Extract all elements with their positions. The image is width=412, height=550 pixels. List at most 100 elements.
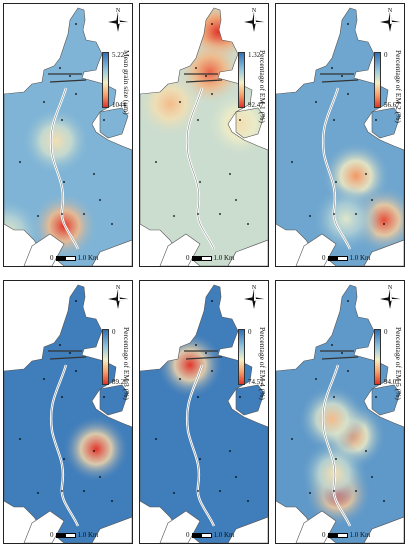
legend-bottom-value: 89.26 — [112, 378, 128, 386]
scale-zero: 0 — [186, 531, 190, 539]
legend-top-value: 0 — [112, 328, 116, 336]
scale-bar: 0 1.0 Km — [50, 254, 99, 262]
sample-point — [197, 490, 199, 492]
north-label: N — [116, 285, 121, 291]
sample-point — [197, 119, 199, 121]
sample-point — [211, 300, 213, 302]
scale-zero: 0 — [50, 254, 54, 262]
sample-point — [365, 173, 367, 175]
scale-zero: 0 — [186, 254, 190, 262]
north-label: N — [388, 285, 393, 291]
sample-point — [333, 396, 335, 398]
north-arrow-icon: N — [380, 8, 400, 32]
lake-map — [4, 284, 132, 543]
sample-point — [75, 370, 77, 372]
sample-point — [309, 215, 311, 217]
north-arrow-icon: N — [380, 285, 400, 309]
scale-unit: Km — [88, 531, 99, 539]
sample-point — [229, 173, 231, 175]
sample-point — [83, 213, 85, 215]
map-panel: N 5.22 1044 Mean grain size (μm) 0 1.0 Km — [3, 3, 133, 267]
sample-point — [371, 199, 373, 201]
lake-map — [276, 7, 404, 266]
sample-point — [93, 173, 95, 175]
sample-point — [347, 370, 349, 372]
scale-bar: 0 1.0 Km — [186, 254, 235, 262]
sample-point — [59, 67, 61, 69]
scale-distance: 1.0 — [77, 254, 88, 262]
legend-bottom-value: 74.51 — [248, 378, 264, 386]
sample-point — [195, 67, 197, 69]
sample-point — [199, 181, 201, 183]
sample-point — [309, 492, 311, 494]
north-arrow-icon: N — [108, 285, 128, 309]
legend-top-value: 0 — [384, 51, 388, 59]
legend-bottom-value: 56.67 — [384, 101, 400, 109]
scale-zero: 0 — [322, 531, 326, 539]
color-bar — [238, 52, 245, 108]
sample-point — [335, 181, 337, 183]
sample-point — [315, 101, 317, 103]
sample-point — [99, 476, 101, 478]
sample-point — [155, 438, 157, 440]
sample-point — [19, 161, 21, 163]
scale-bar: 0 1.0 Km — [50, 531, 99, 539]
sample-point — [211, 370, 213, 372]
sample-point — [75, 23, 77, 25]
sample-point — [99, 199, 101, 201]
sample-point — [37, 492, 39, 494]
map-panel: N 0 74.51 Percentage of EM 4 (%) 0 1.0 Km — [139, 280, 269, 544]
north-arrow-icon: N — [244, 8, 264, 32]
legend-bottom-value: 1044 — [112, 101, 126, 109]
sample-point — [211, 93, 213, 95]
sample-point — [155, 161, 157, 163]
sample-point — [63, 458, 65, 460]
sample-point — [61, 396, 63, 398]
sample-point — [331, 67, 333, 69]
sample-point — [247, 500, 249, 502]
scale-unit: Km — [224, 531, 235, 539]
map-panel: N 0 56.67 Percentage of EM 2 (%) 0 1.0 Km — [275, 3, 405, 267]
lake-map — [276, 284, 404, 543]
sample-point — [347, 23, 349, 25]
color-bar — [374, 52, 381, 108]
sample-point — [355, 213, 357, 215]
scale-bar: 0 1.0 Km — [186, 531, 235, 539]
scale-unit: Km — [360, 254, 371, 262]
sample-point — [19, 438, 21, 440]
legend-title: Percentage of EM 1 (%) — [258, 50, 267, 123]
sample-point — [205, 352, 207, 354]
sample-point — [347, 300, 349, 302]
sample-point — [235, 476, 237, 478]
sample-point — [355, 490, 357, 492]
sample-point — [111, 223, 113, 225]
sample-point — [383, 223, 385, 225]
map-panel: N 0 89.26 Percentage of EM 3 (%) 0 1.0 Km — [3, 280, 133, 544]
sample-point — [291, 438, 293, 440]
map-panel: N 0 94.01 Percentage of EM 5 (%) 0 1.0 Km — [275, 280, 405, 544]
sample-point — [63, 181, 65, 183]
scale-unit: Km — [224, 254, 235, 262]
sample-point — [61, 119, 63, 121]
legend-top-value: 1.32 — [248, 51, 261, 59]
sample-point — [291, 161, 293, 163]
sample-point — [219, 213, 221, 215]
sample-point — [173, 215, 175, 217]
color-bar — [102, 329, 109, 385]
sample-point — [179, 378, 181, 380]
sample-point — [69, 352, 71, 354]
scale-unit: Km — [88, 254, 99, 262]
legend-bottom-value: 94.01 — [384, 378, 400, 386]
scale-unit: Km — [360, 531, 371, 539]
map-panel: N 1.32 92.47 Percentage of EM 1 (%) 0 1.0 Km — [139, 3, 269, 267]
scale-distance: 1.0 — [77, 531, 88, 539]
sample-point — [341, 352, 343, 354]
legend-bottom-value: 92.47 — [248, 101, 264, 109]
sample-point — [347, 93, 349, 95]
north-arrow-icon: N — [108, 8, 128, 32]
north-arrow-icon: N — [244, 285, 264, 309]
lake-map — [140, 284, 268, 543]
sample-point — [315, 378, 317, 380]
sample-point — [331, 344, 333, 346]
sample-point — [37, 215, 39, 217]
